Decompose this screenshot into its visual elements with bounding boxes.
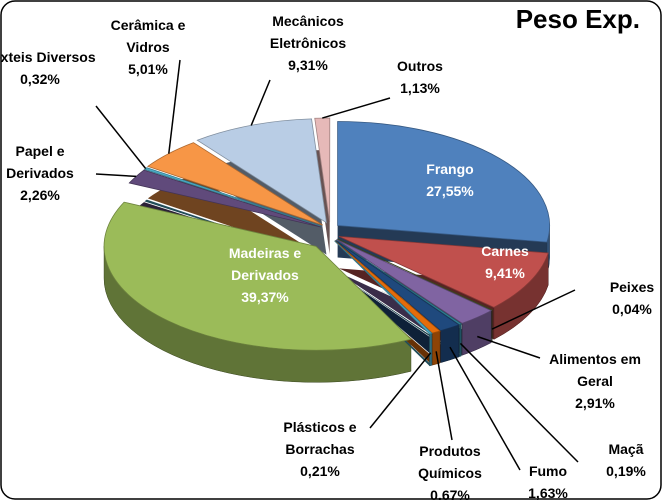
slice-label: Cerâmica e Vidros 5,01% [88, 14, 208, 80]
slice-label: Têxteis Diversos 0,32% [0, 46, 100, 90]
leader-line [168, 59, 181, 154]
slice [337, 121, 551, 243]
slice-side [429, 332, 433, 367]
chart-title: Peso Exp. [515, 4, 640, 34]
slice [196, 118, 327, 224]
leader-line [322, 97, 391, 119]
slice-value: 27,55% [426, 183, 474, 199]
slice-name: Fumo [528, 463, 568, 479]
slice-label: Plásticos e Borrachas 0,21% [260, 416, 380, 482]
slice-side [459, 323, 462, 357]
slice-label: Madeiras e Derivados 39,37% [205, 242, 325, 308]
slice-value: 2,91% [575, 395, 615, 411]
slice-value: 0,21% [300, 463, 340, 479]
slice-name: Mecânicos Eletrônicos [269, 13, 347, 51]
slice-value: 9,31% [288, 57, 328, 73]
slice-label: Frango 27,55% [390, 158, 510, 202]
slice [335, 240, 460, 332]
leader-line [250, 79, 271, 126]
slice-name: Cerâmica e Vidros [110, 17, 186, 55]
slice-side [431, 330, 441, 366]
slice-label: Produtos Químicos 0,67% [390, 440, 510, 500]
slice-value: 0,19% [606, 463, 646, 479]
leader-line [95, 173, 137, 178]
leader-line [449, 346, 521, 471]
slice-value: 9,41% [485, 265, 525, 281]
leader-line [477, 335, 541, 359]
slice-name: Alimentos em Geral [549, 351, 641, 389]
slice-value: 1,13% [400, 80, 440, 96]
slice-name: Produtos Químicos [418, 443, 482, 481]
leader-line [459, 342, 579, 463]
slice [336, 239, 493, 324]
slice-name: Frango [426, 161, 474, 177]
slice [338, 236, 549, 308]
slice-value: 0,04% [612, 301, 652, 317]
slice-value: 1,63% [528, 485, 568, 500]
slice-name: Têxteis Diversos [0, 49, 96, 65]
slice-label: Alimentos em Geral 2,91% [535, 348, 655, 414]
leader-line [369, 352, 432, 429]
slice-value: 2,26% [20, 187, 60, 203]
slice-name: Outros [397, 58, 443, 74]
leader-line [435, 351, 453, 441]
slice-value: 0,32% [20, 71, 60, 87]
slice [103, 201, 412, 351]
slice-label: Peixes 0,04% [572, 276, 662, 320]
slice-value: 5,01% [128, 61, 168, 77]
slice [334, 240, 433, 335]
slice-name: Maçã [608, 441, 644, 457]
slice-value: 0,67% [430, 487, 470, 500]
slice-label: Papel e Derivados 2,26% [0, 140, 100, 206]
slice-label: Fumo 1,63% [488, 460, 608, 500]
slice [337, 238, 494, 311]
slice-label: Outros 1,13% [360, 55, 480, 99]
slice-name: Madeiras e Derivados [228, 245, 302, 283]
slice [335, 239, 463, 326]
slice-label: Carnes 9,41% [445, 240, 565, 284]
slice-name: Peixes [609, 279, 655, 295]
leader-line [491, 289, 576, 330]
slice-value: 39,37% [241, 289, 289, 305]
slice-label: Mecânicos Eletrônicos 9,31% [248, 10, 368, 76]
slice-name: Plásticos e Borrachas [283, 419, 357, 457]
slice-label: Maçã 0,19% [566, 438, 662, 482]
slice-name: Papel e Derivados [6, 143, 74, 181]
leader-line [95, 105, 147, 169]
slice-name: Carnes [481, 243, 529, 259]
